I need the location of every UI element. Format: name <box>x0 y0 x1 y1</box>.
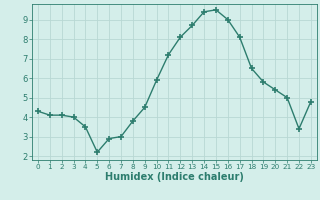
X-axis label: Humidex (Indice chaleur): Humidex (Indice chaleur) <box>105 172 244 182</box>
